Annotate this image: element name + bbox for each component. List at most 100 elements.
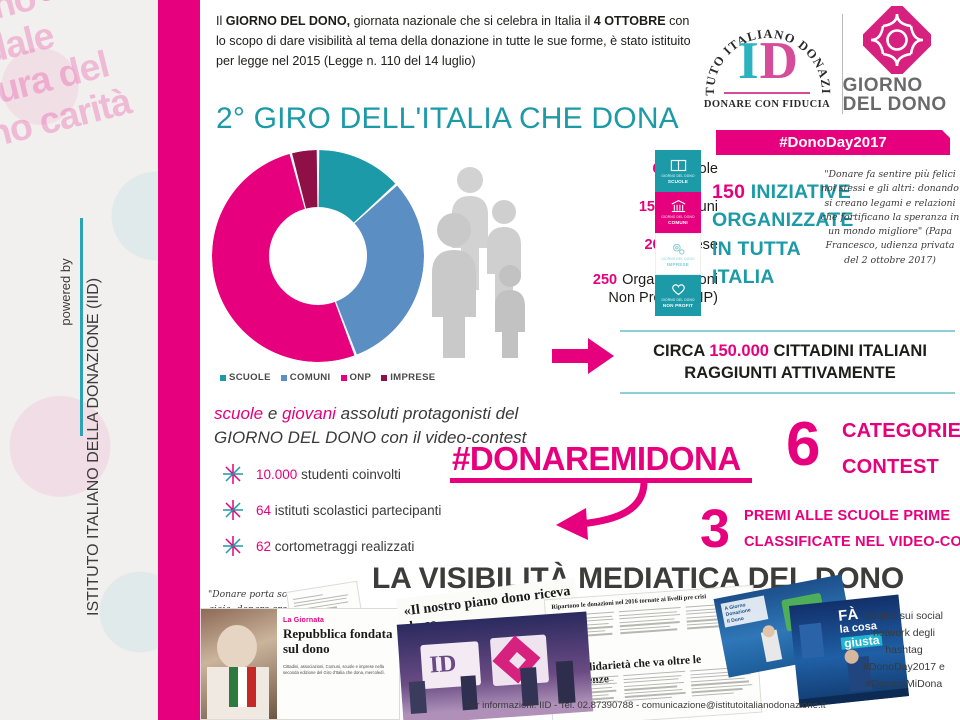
clipping-kicker: La Giornata bbox=[283, 617, 325, 624]
badge-comuni-name: COMUNI bbox=[668, 220, 688, 226]
pink-arrow-right-icon bbox=[552, 338, 614, 374]
stat-number-onp: 250 bbox=[592, 272, 618, 289]
premi-line1: PREMI ALLE SCUOLE PRIME bbox=[744, 508, 951, 524]
iid-letter-i: I bbox=[738, 31, 759, 90]
badge-non-profit: GIORNO DEL DONO NON PROFIT bbox=[655, 274, 701, 316]
legend-item-onp: ONP bbox=[340, 372, 372, 383]
giorno-del-dono-wordmark: GIORNO DEL DONO bbox=[843, 76, 959, 114]
legend-label-comuni: COMUNI bbox=[289, 372, 331, 383]
legend-label-imprese: IMPRESE bbox=[390, 372, 436, 383]
badge-scuole: GIORNO DEL DONO SCUOLE bbox=[655, 150, 701, 192]
iid-letter-d: D bbox=[759, 31, 798, 90]
heart-icon bbox=[671, 284, 685, 296]
people-group-icon bbox=[432, 167, 525, 358]
legend-item-comuni: COMUNI bbox=[280, 372, 331, 383]
page-title: GIORNO DEL DONO 2017 bbox=[6, 0, 84, 78]
donut-slice-comuni bbox=[318, 185, 424, 355]
circa-prefix: CIRCA bbox=[653, 342, 710, 360]
contest-word: CONTEST bbox=[842, 456, 939, 478]
gdd-line-1: GIORNO bbox=[842, 75, 923, 96]
star-burst-icon bbox=[223, 500, 243, 520]
sidebar-pink-stripe bbox=[158, 0, 200, 720]
categorie-contest-block: 6 CATEGORIE CONTEST bbox=[786, 414, 960, 494]
iid-underline bbox=[724, 92, 810, 94]
badge-non-profit-top: GIORNO DEL DONO bbox=[661, 298, 695, 303]
intro-paragraph: Il GIORNO DEL DONO, giornata nazionale c… bbox=[216, 14, 691, 68]
book-icon bbox=[670, 159, 686, 171]
footer-contact: Per informazioni: IID - Tel. 02.87390788… bbox=[464, 700, 826, 711]
circa-suffix: CITTADINI ITALIANI bbox=[768, 342, 927, 360]
social-line-3: hashtag bbox=[885, 644, 923, 656]
lead-pink-giovani: giovani bbox=[282, 404, 336, 423]
legend-label-onp: ONP bbox=[349, 372, 372, 383]
badge-non-profit-name: NON PROFIT bbox=[662, 303, 694, 309]
diamond-flower-icon bbox=[862, 6, 931, 74]
premi-block: 3 PREMI ALLE SCUOLE PRIME CLASSIFICATE N… bbox=[700, 502, 960, 566]
circa-divider-top bbox=[620, 330, 955, 332]
clipping-headline: Repubblica fondata sul dono bbox=[283, 626, 393, 656]
quote-papa-francesco: "Donare fa sentire più felici noi stessi… bbox=[820, 168, 960, 268]
iid-tagline: DONARE CON FIDUCIA bbox=[703, 99, 831, 110]
circa-divider-bottom bbox=[620, 392, 955, 394]
iniziative-number: 150 bbox=[712, 181, 746, 203]
powered-by-label: powered by bbox=[58, 258, 73, 326]
bullet-shortfilms-label: cortometraggi realizzati bbox=[274, 538, 415, 554]
logo-divider bbox=[842, 14, 843, 114]
sidebar: dono civiltà italiano solidale cultura d… bbox=[0, 0, 200, 720]
circa-number: 150.000 bbox=[709, 342, 769, 360]
categorie-number: 6 bbox=[786, 410, 821, 479]
iniziative-block: 150 INIZIATIVE ORGANIZZATE IN TUTTA ITAL… bbox=[712, 178, 854, 291]
clipping-repubblica: La Giornata Repubblica fondata sul dono … bbox=[200, 608, 400, 720]
intro-bold-date: 4 OTTOBRE bbox=[593, 14, 666, 28]
bullet-institutes-label: istituti scolastici partecipanti bbox=[274, 502, 442, 518]
badge-scuole-top: GIORNO DEL DONO bbox=[661, 173, 695, 178]
contest-bullets: 10.000 studenti coinvolti 64 istituti sc… bbox=[222, 456, 522, 564]
star-burst-icon bbox=[223, 464, 243, 484]
legend-label-scuole: SCUOLE bbox=[229, 372, 271, 383]
building-icon bbox=[671, 200, 685, 213]
quote-papa-attribution: (Papa Francesco, udienza privata del 2 o… bbox=[825, 226, 955, 266]
badge-comuni-top: GIORNO DEL DONO bbox=[661, 215, 695, 220]
social-virality-text: Viralità sui social network degli hashta… bbox=[848, 608, 960, 693]
sidebar-divider bbox=[80, 218, 83, 436]
iniziative-line2: ORGANIZZATE bbox=[712, 209, 854, 232]
media-section-title: LA VISIBILITÀ MEDIATICA DEL DONO bbox=[372, 562, 904, 595]
iniziative-word1: INIZIATIVE bbox=[750, 181, 851, 203]
premi-line2: CLASSIFICATE NEL VIDEO-CONTEST bbox=[744, 534, 960, 550]
donoday-hashtag-banner: #DonoDay2017 bbox=[716, 130, 950, 155]
legend-item-imprese: IMPRESE bbox=[381, 372, 435, 383]
circa-block: CIRCA 150.000 CITTADINI ITALIANI RAGGIUN… bbox=[620, 340, 960, 385]
bullet-students-number: 10.000 bbox=[256, 466, 298, 482]
hashtag-underline bbox=[450, 478, 752, 483]
badge-scuole-name: SCUOLE bbox=[667, 178, 689, 184]
badge-imprese: GIORNO DEL DONO IMPRESE bbox=[655, 233, 701, 275]
lead-line2: GIORNO DEL DONO con il video-contest bbox=[214, 428, 527, 448]
bullet-shortfilms-number: 62 bbox=[256, 538, 272, 554]
social-line-1: Viralità sui social bbox=[864, 610, 943, 622]
giorno-del-dono-logo: GIORNO DEL DONO bbox=[843, 4, 956, 126]
video-contest-lead: scuole e giovani assoluti protagonisti d… bbox=[214, 402, 534, 450]
star-burst-icon bbox=[223, 536, 243, 556]
section-title: 2° GIRO DELL'ITALIA CHE DONA bbox=[216, 102, 679, 135]
chart-legend: SCUOLE COMUNI ONP IMPRESE bbox=[220, 372, 442, 383]
clipping-photo-mattarella bbox=[201, 609, 277, 719]
clipping-body: Cittadini, associazioni, Comuni, scuole … bbox=[283, 663, 385, 675]
badge-imprese-name: IMPRESE bbox=[666, 261, 690, 267]
gears-icon bbox=[672, 243, 685, 255]
curved-arrow-left-icon bbox=[556, 481, 648, 540]
lead-rest: assoluti protagonisti del bbox=[335, 404, 519, 423]
intro-bold-gdd: GIORNO DEL DONO, bbox=[225, 14, 351, 28]
social-line-5: #DonareMiDona bbox=[865, 678, 943, 690]
organization-label: ISTITUTO ITALIANO DELLA DONAZIONE (IID) bbox=[85, 277, 102, 616]
iid-logo: ISTITUTO ITALIANO DONAZIONE ID DONARE CO… bbox=[694, 4, 837, 126]
categorie-word: CATEGORIE bbox=[842, 420, 960, 442]
donut-chart-svg bbox=[211, 150, 424, 362]
hashtag-donaremidona: #DONAREMIDONA bbox=[452, 440, 741, 477]
logo-group: ISTITUTO ITALIANO DONAZIONE ID DONARE CO… bbox=[694, 4, 956, 162]
donut-chart: SCUOLE COMUNI ONP IMPRESE bbox=[211, 150, 442, 390]
bullet-institutes-number: 64 bbox=[256, 502, 272, 518]
lead-pink-scuole: scuole bbox=[214, 404, 264, 423]
tv-id-logo: ID bbox=[428, 650, 458, 679]
